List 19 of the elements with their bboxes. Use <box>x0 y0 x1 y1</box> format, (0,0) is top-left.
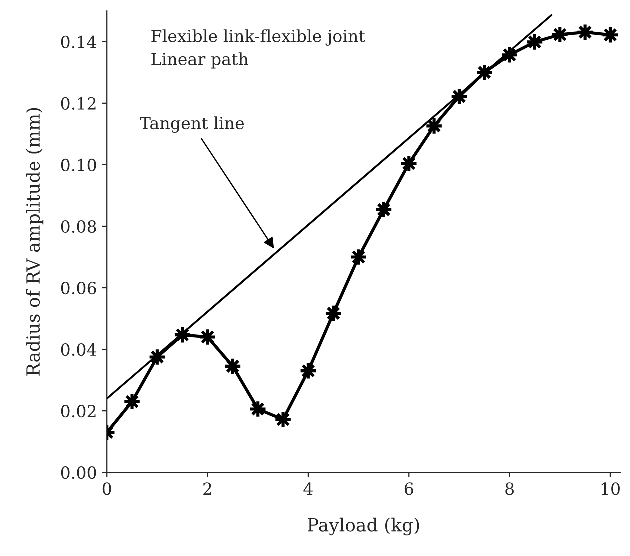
annotation: Tangent line <box>140 116 244 134</box>
x-tick-label: 8 <box>506 482 514 496</box>
x-tick-label: 0 <box>102 482 112 496</box>
y-tick-label: 0.14 <box>61 36 97 48</box>
y-tick-label: 0.10 <box>61 158 96 172</box>
x-tick-label: 6 <box>404 482 414 496</box>
y-tick-label: 0.00 <box>61 466 96 480</box>
y-tick-label: 0.06 <box>61 282 96 295</box>
y-tick-label: 0.02 <box>61 405 96 418</box>
x-tick-label: 10 <box>602 482 620 496</box>
x-axis-title: Payload (kg) <box>308 518 420 536</box>
x-tick-label: 2 <box>204 482 212 495</box>
y-tick-label: 0.04 <box>61 344 97 356</box>
annotation: Linear path <box>152 52 249 69</box>
y-tick-label: 0.08 <box>61 220 96 234</box>
x-tick-label: 4 <box>304 482 313 495</box>
y-tick-label: 0.12 <box>61 97 96 110</box>
y-axis-title: Radius of RV amplitude (mm) <box>26 108 44 376</box>
annotation: Flexible link-flexible joint <box>152 30 366 46</box>
